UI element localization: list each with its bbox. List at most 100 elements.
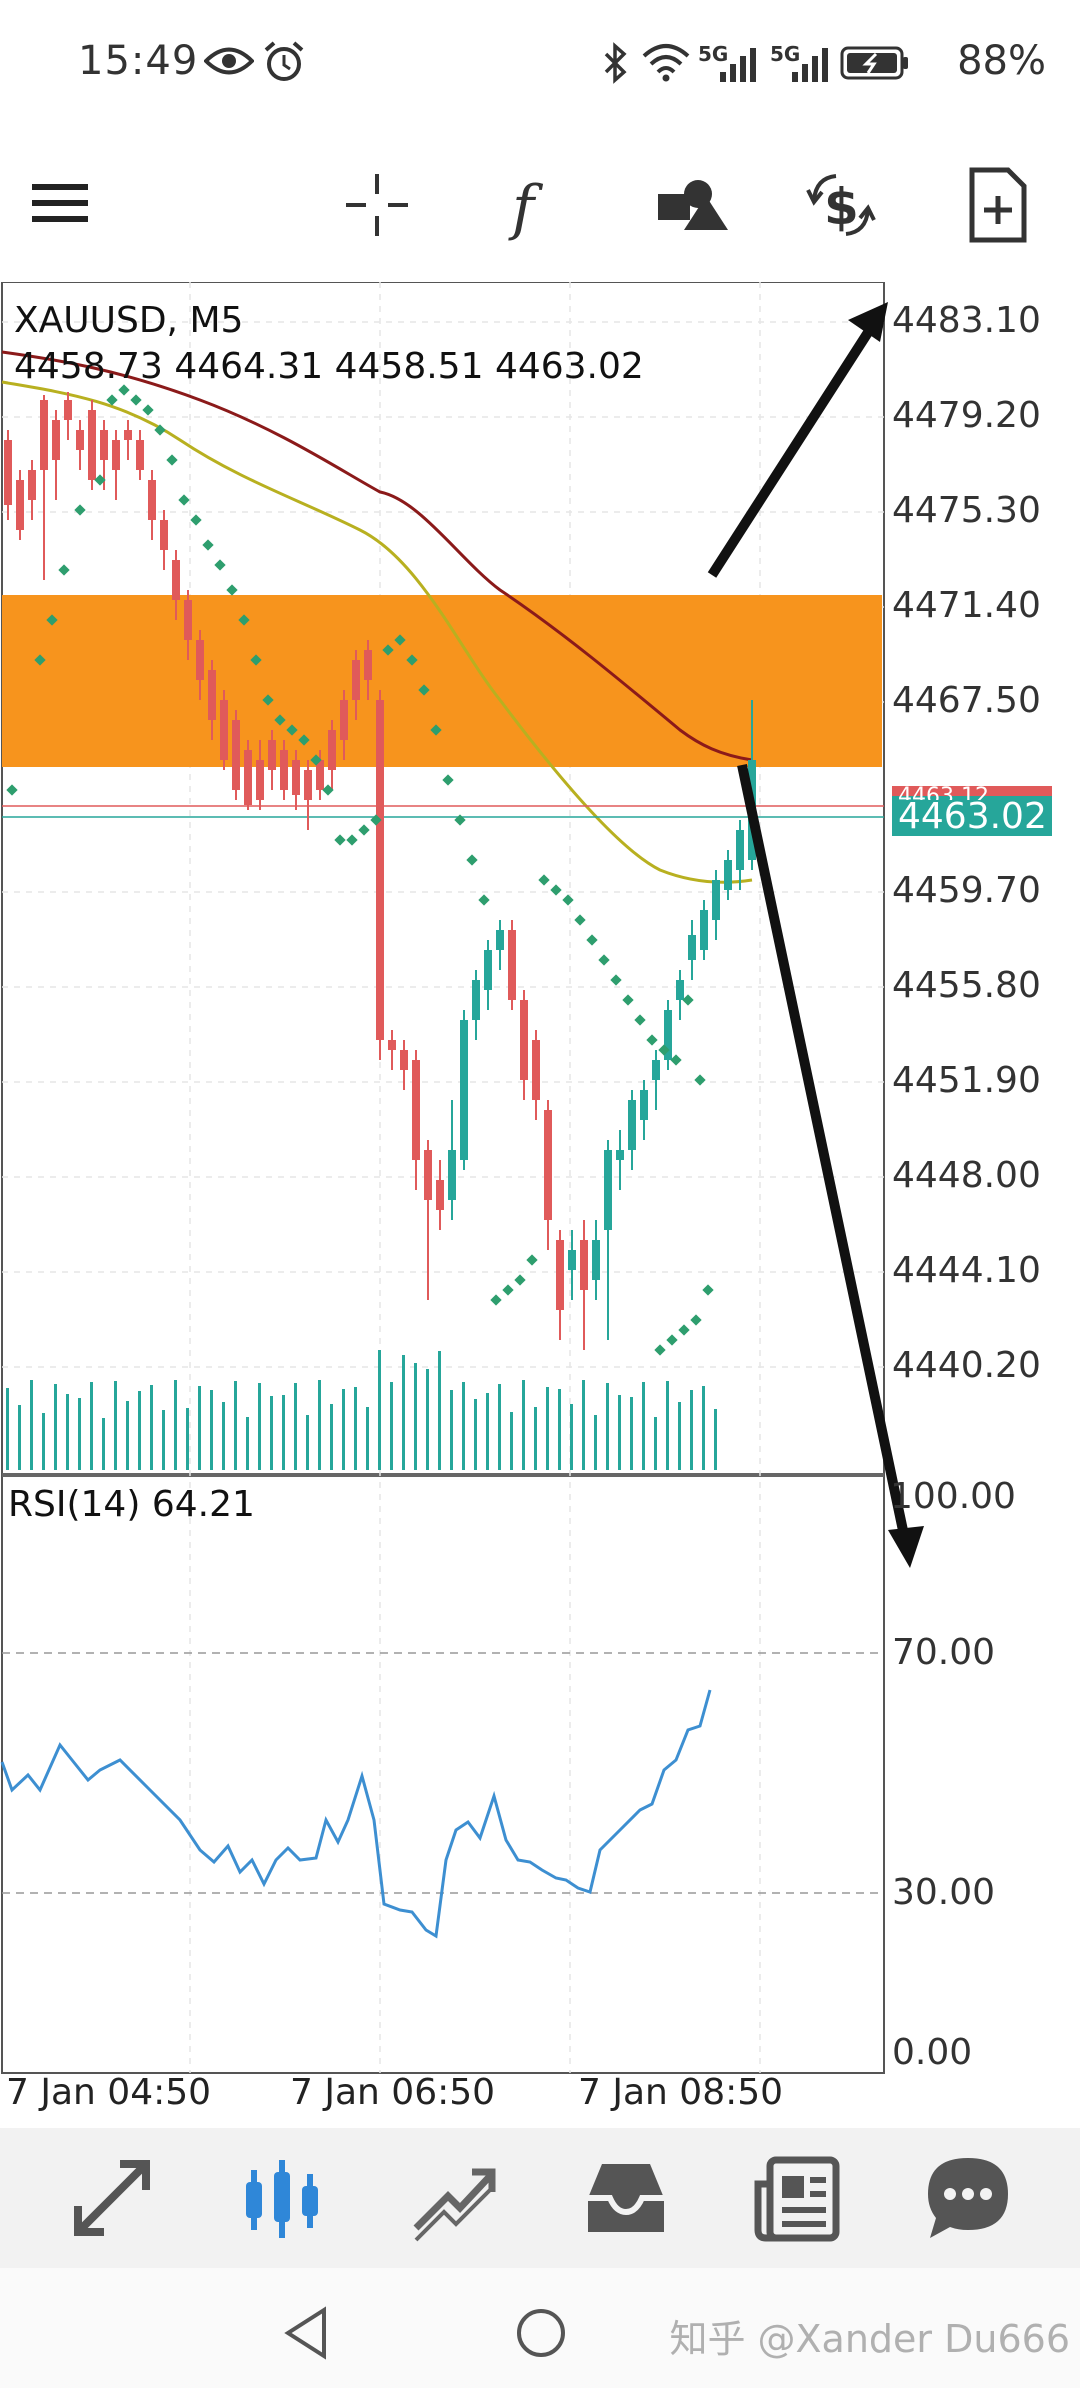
volume-bar	[90, 1382, 93, 1470]
sar-dot	[690, 1314, 702, 1326]
volume-bar	[498, 1384, 501, 1470]
signal-strength-icon-2	[792, 48, 828, 82]
candle-body	[328, 730, 336, 770]
candle-body	[520, 1000, 528, 1080]
volume-bar	[366, 1407, 369, 1470]
bluetooth-icon	[604, 42, 627, 84]
volume-bar	[522, 1380, 525, 1470]
candle-body	[76, 430, 84, 450]
volume-bar	[714, 1409, 717, 1470]
candle-body	[184, 600, 192, 640]
volume-bar	[378, 1350, 381, 1470]
candle-body	[160, 520, 168, 550]
main-panel-frame	[1, 282, 885, 1476]
sar-dot	[702, 1284, 714, 1296]
news-icon[interactable]	[748, 2148, 848, 2248]
sar-dot	[346, 834, 358, 846]
symbol-label: XAUUSD, M5	[14, 300, 244, 341]
candle-body	[544, 1110, 552, 1220]
candle-body	[340, 700, 348, 740]
sar-dot	[562, 894, 574, 906]
volume-bar	[6, 1388, 9, 1470]
sar-dot	[694, 1074, 706, 1086]
sar-dot	[370, 814, 382, 826]
candle-body	[604, 1150, 612, 1230]
volume-bar	[426, 1369, 429, 1470]
clock-time: 15:49	[78, 38, 199, 84]
rsi-level-30-label: 30.00	[892, 1872, 996, 1913]
volume-bar	[282, 1395, 285, 1470]
price-chart[interactable]	[0, 282, 1080, 2112]
sar-dot	[310, 754, 322, 766]
home-icon[interactable]	[506, 2298, 576, 2368]
sar-dot	[394, 634, 406, 646]
trade-icon[interactable]	[404, 2148, 504, 2248]
trade-dollar-icon[interactable]: $	[796, 160, 886, 250]
indicator-function-icon[interactable]: f	[486, 160, 576, 250]
candle-body	[676, 980, 684, 1000]
candle-body	[640, 1090, 648, 1120]
candle-body	[580, 1240, 588, 1290]
alarm-icon	[264, 41, 304, 81]
sar-dot	[646, 1034, 658, 1046]
sar-dot	[514, 1274, 526, 1286]
sar-dot	[202, 539, 214, 551]
volume-bar	[702, 1386, 705, 1470]
volume-bar	[582, 1380, 585, 1470]
volume-bars	[6, 1350, 717, 1470]
candle-body	[208, 670, 216, 720]
sar-dot	[430, 724, 442, 736]
rsi-level-70-label: 70.00	[892, 1632, 996, 1673]
volume-bar	[618, 1395, 621, 1470]
price-axis-label: 4479.20	[892, 395, 1041, 436]
menu-icon[interactable]	[16, 160, 106, 250]
volume-bar	[42, 1413, 45, 1470]
volume-bar	[534, 1407, 537, 1470]
candle-body	[592, 1240, 600, 1280]
volume-bar	[114, 1381, 117, 1470]
objects-icon[interactable]	[646, 160, 736, 250]
volume-bar	[150, 1385, 153, 1470]
volume-bar	[126, 1401, 129, 1470]
candle-body	[52, 420, 60, 460]
candle-body	[196, 640, 204, 680]
candle-body	[484, 950, 492, 990]
candle-body	[568, 1250, 576, 1270]
volume-bar	[54, 1384, 57, 1470]
bottom-navigation	[0, 2128, 1080, 2268]
volume-bar	[654, 1417, 657, 1470]
quotes-icon[interactable]	[62, 2148, 162, 2248]
candle-body	[628, 1100, 636, 1150]
volume-bar	[402, 1355, 405, 1470]
candle-body	[124, 430, 132, 440]
new-order-icon[interactable]	[952, 160, 1042, 250]
sar-dot	[262, 694, 274, 706]
candle-body	[148, 480, 156, 520]
messages-icon[interactable]	[918, 2148, 1018, 2248]
candle-body	[292, 760, 300, 795]
volume-bar	[330, 1404, 333, 1470]
candle-body	[460, 1020, 468, 1160]
candle-body	[400, 1050, 408, 1070]
back-icon[interactable]	[274, 2298, 344, 2368]
sar-dot	[130, 394, 142, 406]
sar-dot	[466, 854, 478, 866]
sar-dot	[6, 784, 18, 796]
candle-body	[532, 1040, 540, 1100]
volume-bar	[558, 1389, 561, 1470]
volume-bar	[342, 1389, 345, 1470]
status-bar: 15:49 5G 5G 88%	[0, 0, 1080, 130]
chart-icon[interactable]	[232, 2148, 332, 2248]
candle-body	[424, 1150, 432, 1200]
candle-body	[16, 480, 24, 530]
current-price-label: 4463.02	[898, 796, 1047, 837]
history-icon[interactable]	[576, 2148, 676, 2248]
candle-body	[316, 760, 324, 790]
crosshair-icon[interactable]	[332, 160, 422, 250]
sar-dot	[598, 954, 610, 966]
volume-bar	[690, 1390, 693, 1470]
svg-text:f: f	[508, 173, 544, 243]
volume-bar	[78, 1398, 81, 1470]
volume-bar	[270, 1396, 273, 1470]
candle-body	[688, 935, 696, 960]
